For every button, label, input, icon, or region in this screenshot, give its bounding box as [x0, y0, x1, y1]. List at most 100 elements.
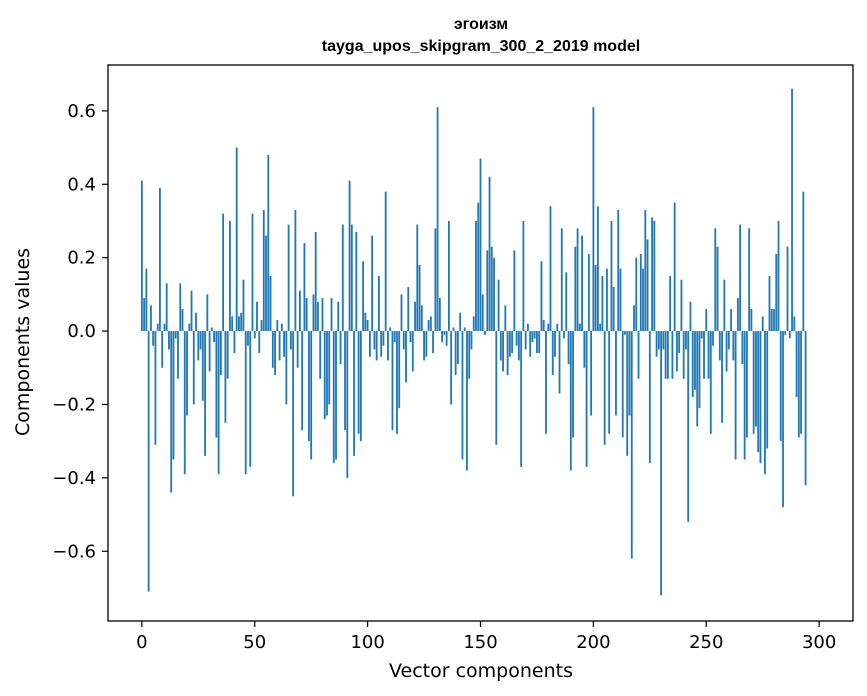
bar-143 [463, 327, 466, 332]
bar-99 [364, 312, 367, 332]
bar-175 [536, 331, 538, 354]
bar-195 [581, 235, 583, 332]
bar-228 [655, 331, 658, 357]
bar-69 [296, 331, 299, 368]
bar-90 [344, 331, 346, 431]
bar-186 [560, 228, 563, 332]
bar-210 [615, 331, 617, 416]
y-axis-label: Components values [12, 248, 34, 436]
bar-37 [224, 331, 227, 423]
bar-111 [391, 331, 394, 431]
bar-242 [687, 331, 690, 522]
bar-134 [443, 331, 446, 335]
bar-11 [165, 283, 168, 332]
bar-202 [596, 206, 599, 332]
bar-129 [432, 331, 434, 354]
bar-187 [563, 331, 565, 339]
bar-282 [777, 220, 780, 332]
bar-104 [375, 331, 378, 361]
bar-216 [628, 331, 631, 416]
bar-39 [229, 220, 231, 332]
bar-260 [727, 331, 730, 350]
bar-254 [714, 228, 717, 332]
x-axis-label: Vector components [389, 660, 573, 682]
bar-105 [378, 276, 380, 332]
bar-31 [210, 327, 213, 332]
bar-208 [610, 220, 613, 332]
bar-121 [414, 301, 416, 332]
bar-148 [475, 220, 477, 332]
bar-164 [511, 331, 514, 354]
bar-16 [177, 331, 179, 379]
bar-107 [382, 331, 385, 346]
bar-185 [558, 331, 561, 394]
bar-243 [689, 301, 692, 332]
bar-262 [732, 331, 735, 361]
bar-194 [578, 323, 581, 332]
bar-215 [626, 331, 629, 456]
bar-284 [782, 331, 784, 508]
bar-225 [648, 331, 651, 464]
bar-123 [418, 265, 421, 332]
bar-224 [646, 239, 649, 332]
bar-258 [723, 279, 726, 332]
bar-269 [748, 228, 751, 332]
bar-35 [219, 331, 222, 376]
bar-124 [420, 305, 423, 332]
bar-108 [384, 191, 387, 332]
bar-4 [149, 305, 152, 332]
bar-43 [238, 316, 240, 332]
bar-72 [303, 242, 306, 332]
bar-51 [256, 301, 258, 332]
bar-259 [725, 331, 728, 372]
bar-249 [703, 331, 705, 379]
bar-253 [712, 331, 714, 346]
bar-172 [529, 331, 532, 357]
bar-192 [574, 246, 577, 332]
bar-32 [213, 331, 216, 343]
bar-83 [328, 331, 331, 405]
bar-128 [429, 316, 432, 332]
bar-22 [190, 290, 193, 332]
bar-20 [186, 331, 188, 416]
x-tick-label: 50 [243, 632, 266, 653]
bar-170 [524, 331, 527, 350]
bar-118 [407, 287, 410, 332]
bar-193 [576, 228, 579, 332]
bar-232 [664, 331, 667, 379]
bar-251 [707, 331, 710, 379]
bar-268 [745, 331, 748, 438]
bar-91 [346, 331, 349, 478]
x-tick-label: 250 [689, 632, 723, 653]
bar-201 [594, 265, 597, 332]
bar-70 [298, 290, 301, 332]
bar-120 [411, 331, 414, 372]
bar-290 [795, 331, 798, 398]
bar-68 [294, 209, 297, 332]
bar-85 [332, 331, 335, 464]
bar-180 [547, 323, 550, 332]
bar-136 [447, 220, 450, 332]
bar-184 [556, 323, 559, 332]
bar-114 [398, 331, 401, 409]
bar-227 [653, 220, 656, 332]
y-tick-label: −0.2 [52, 394, 96, 415]
bar-30 [208, 331, 211, 372]
bar-0 [140, 180, 143, 332]
bar-211 [617, 209, 620, 332]
bar-235 [671, 331, 674, 379]
bar-12 [168, 331, 170, 350]
bar-57 [269, 276, 272, 332]
bar-213 [621, 331, 624, 438]
bar-41 [233, 331, 236, 354]
bar-239 [680, 279, 683, 332]
bar-190 [569, 331, 572, 471]
bar-25 [197, 331, 200, 361]
y-tick-label: −0.4 [52, 468, 96, 489]
bar-60 [276, 320, 279, 332]
bar-65 [287, 224, 290, 332]
bar-27 [201, 331, 204, 401]
bar-214 [624, 331, 626, 335]
bar-127 [427, 320, 430, 332]
bar-54 [262, 209, 265, 332]
